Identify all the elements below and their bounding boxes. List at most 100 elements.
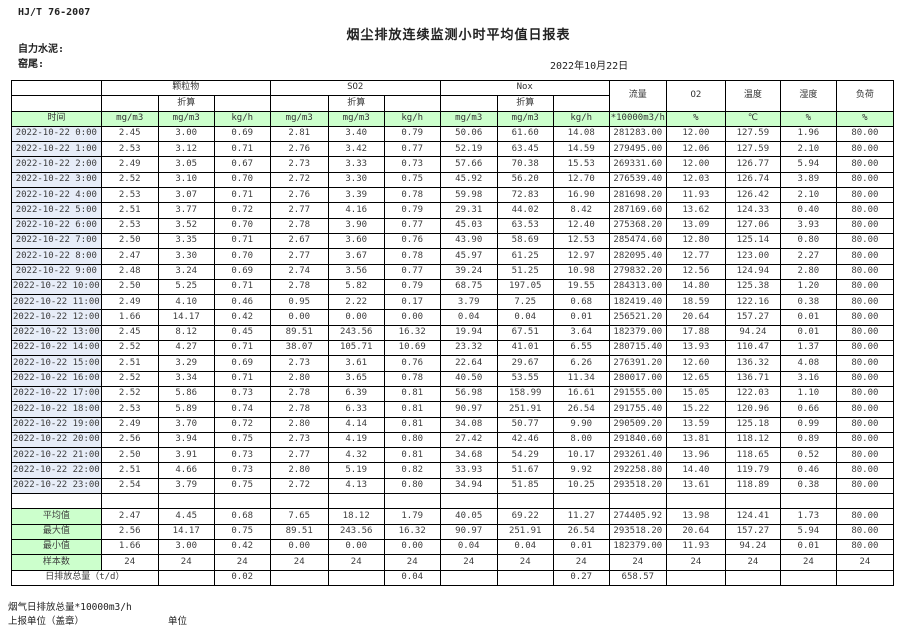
- header-empty: [100, 95, 159, 112]
- value-cell: 126.42: [724, 187, 781, 204]
- value-cell: 127.59: [724, 141, 781, 158]
- value-cell: 0.42: [213, 309, 271, 326]
- value-cell: 8.00: [552, 431, 610, 449]
- value-cell: 4.13: [327, 477, 385, 495]
- table-row: 2022-10-22 14:00 2.52 4.27 0.71 38.07 105.71 1…: [11, 340, 894, 357]
- value-cell: 2.72: [269, 477, 329, 495]
- summary-value-cell: 7.65: [269, 508, 329, 525]
- value-cell: 0.71: [213, 278, 271, 296]
- value-cell: 290509.20: [608, 416, 667, 433]
- value-cell: 63.53: [496, 217, 554, 234]
- value-cell: 281283.00: [608, 125, 667, 143]
- value-cell: 19.94: [439, 324, 498, 342]
- value-cell: 2.80: [269, 462, 329, 479]
- time-cell: 2022-10-22 20:00: [11, 431, 102, 449]
- value-cell: 16.61: [552, 385, 610, 403]
- value-cell: 12.97: [552, 248, 610, 265]
- value-cell: 15.05: [665, 385, 726, 403]
- value-cell: 12.00: [665, 156, 726, 173]
- value-cell: 279495.00: [608, 141, 667, 158]
- empty-cell: [269, 493, 329, 510]
- value-cell: 3.30: [327, 171, 385, 189]
- value-cell: 3.35: [157, 232, 215, 250]
- value-cell: 0.95: [269, 294, 329, 311]
- value-cell: 0.78: [383, 370, 441, 387]
- value-cell: 3.61: [327, 355, 385, 372]
- value-cell: 0.73: [213, 385, 271, 403]
- summary-value-cell: 14.17: [157, 523, 215, 540]
- value-cell: 43.90: [439, 232, 498, 250]
- table-row: 2022-10-22 18:00 2.53 5.89 0.74 2.78 6.33 0.81…: [11, 401, 894, 418]
- value-cell: 0.71: [213, 370, 271, 387]
- unit-cell: mg/m3: [496, 110, 554, 127]
- value-cell: 5.82: [327, 278, 385, 296]
- value-cell: 39.24: [439, 263, 498, 280]
- value-cell: 14.59: [552, 141, 610, 158]
- value-cell: 89.51: [269, 324, 329, 342]
- monitoring-location: 窑尾:: [18, 59, 45, 70]
- daily-total-value-cell: [157, 569, 215, 586]
- value-cell: 0.75: [383, 171, 441, 189]
- time-cell: 2022-10-22 18:00: [11, 401, 102, 418]
- value-cell: 80.00: [835, 447, 894, 464]
- value-cell: 0.78: [383, 248, 441, 265]
- table-row: 2022-10-22 8:00 2.47 3.30 0.70 2.77 3.67 0.78 4…: [11, 248, 894, 265]
- value-cell: 26.54: [552, 401, 610, 418]
- flow-daily-total-label: 烟气日排放总量*10000m3/h: [8, 602, 132, 613]
- value-cell: 2.72: [269, 171, 329, 189]
- value-cell: 0.01: [779, 324, 837, 342]
- value-cell: 0.46: [213, 294, 271, 311]
- time-cell: 2022-10-22 21:00: [11, 447, 102, 464]
- value-cell: 4.27: [157, 340, 215, 357]
- value-cell: 3.94: [157, 431, 215, 449]
- value-cell: 3.24: [157, 263, 215, 280]
- value-cell: 269331.60: [608, 156, 667, 173]
- header-empty: [11, 95, 102, 112]
- daily-total-value-cell: [779, 569, 837, 586]
- value-cell: 0.69: [213, 125, 271, 143]
- time-cell: 2022-10-22 5:00: [11, 202, 102, 219]
- value-cell: 0.68: [552, 294, 610, 311]
- value-cell: 3.12: [157, 141, 215, 158]
- value-cell: 11.93: [665, 187, 726, 204]
- summary-value-cell: 16.32: [383, 523, 441, 540]
- value-cell: 0.71: [213, 141, 271, 158]
- table-row: 2022-10-22 0:00 2.45 3.00 0.69 2.81 3.40 0.79 5…: [11, 125, 894, 143]
- empty-cell: [383, 493, 441, 510]
- value-cell: 3.77: [157, 202, 215, 219]
- value-cell: 13.61: [665, 477, 726, 495]
- table-row: 2022-10-22 11:00 2.49 4.10 0.46 0.95 2.22 0.17…: [11, 294, 894, 311]
- value-cell: 3.34: [157, 370, 215, 387]
- value-cell: 256521.20: [608, 309, 667, 326]
- summary-value-cell: 243.56: [327, 523, 385, 540]
- value-cell: 3.65: [327, 370, 385, 387]
- value-cell: 80.00: [835, 324, 894, 342]
- time-cell: 2022-10-22 16:00: [11, 370, 102, 387]
- value-cell: 0.17: [383, 294, 441, 311]
- summary-value-cell: 24: [269, 554, 329, 571]
- value-cell: 80.00: [835, 401, 894, 418]
- value-cell: 2.49: [100, 294, 159, 311]
- summary-value-cell: 0.04: [496, 538, 554, 556]
- value-cell: 15.22: [665, 401, 726, 418]
- unit-label: 单位: [168, 616, 188, 627]
- value-cell: 136.71: [724, 370, 781, 387]
- value-cell: 3.52: [157, 217, 215, 234]
- value-cell: 80.00: [835, 125, 894, 143]
- time-cell: 2022-10-22 7:00: [11, 232, 102, 250]
- value-cell: 4.10: [157, 294, 215, 311]
- value-cell: 276391.20: [608, 355, 667, 372]
- value-cell: 2.54: [100, 477, 159, 495]
- unit-cell: *10000m3/h: [608, 110, 667, 127]
- value-cell: 4.66: [157, 462, 215, 479]
- value-cell: 2.45: [100, 324, 159, 342]
- value-cell: 90.97: [439, 401, 498, 418]
- value-cell: 12.40: [552, 217, 610, 234]
- value-cell: 0.04: [439, 309, 498, 326]
- summary-value-cell: 80.00: [835, 523, 894, 540]
- summary-value-cell: 24: [608, 554, 667, 571]
- unit-cell: mg/m3: [157, 110, 215, 127]
- value-cell: 2.52: [100, 370, 159, 387]
- value-cell: 12.60: [665, 355, 726, 372]
- value-cell: 8.42: [552, 202, 610, 219]
